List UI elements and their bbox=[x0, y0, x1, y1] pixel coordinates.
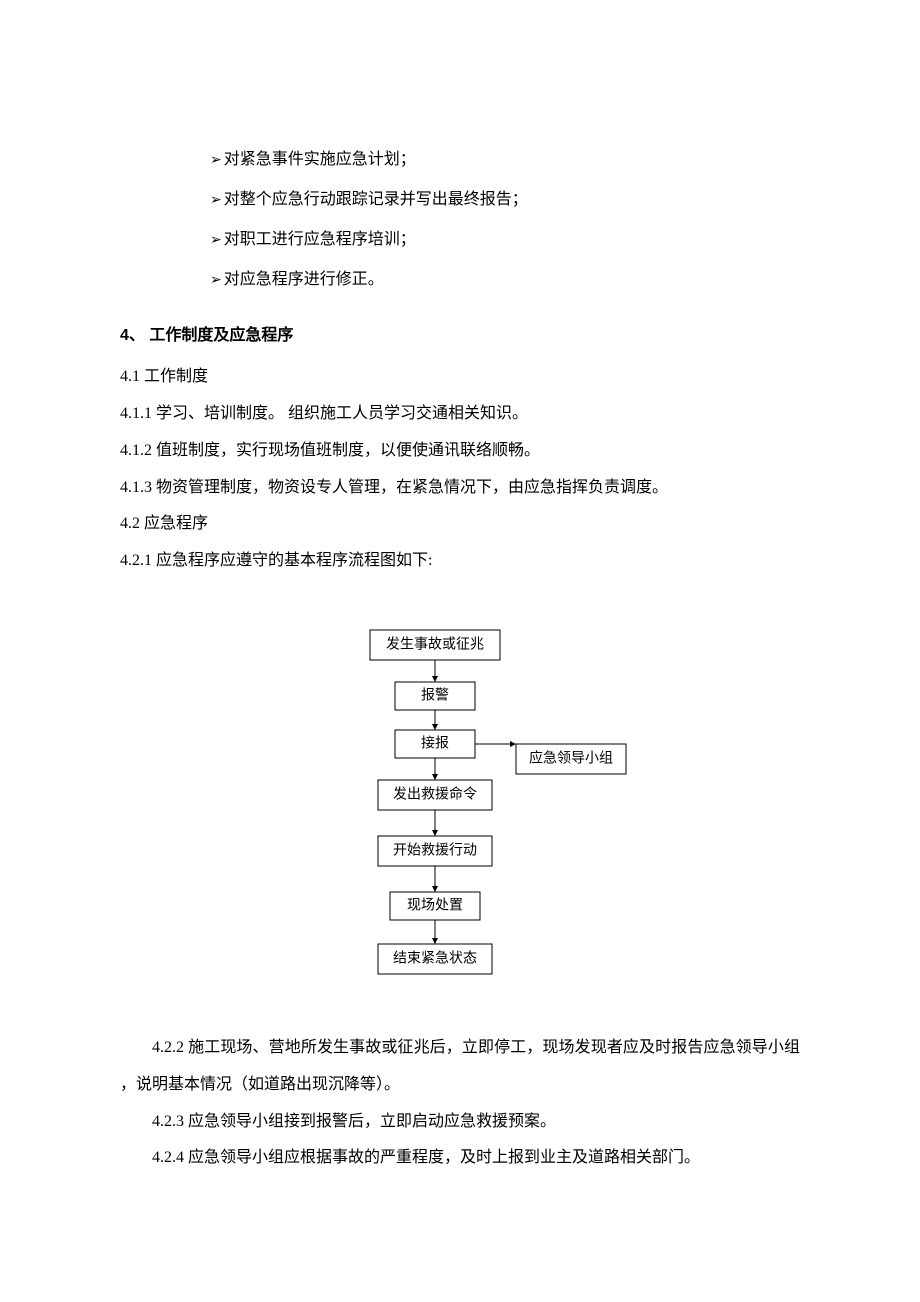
paragraph-4-1-1: 4.1.1 学习、培训制度。 组织施工人员学习交通相关知识。 bbox=[120, 396, 800, 433]
paragraph-4-2: 4.2 应急程序 bbox=[120, 506, 800, 543]
paragraph-4-1-3: 4.1.3 物资管理制度，物资设专人管理，在紧急情况下，由应急指挥负责调度。 bbox=[120, 470, 800, 507]
bullet-marker-icon: ➢ bbox=[210, 263, 222, 298]
bullet-marker-icon: ➢ bbox=[210, 223, 222, 258]
bullet-list: ➢ 对紧急事件实施应急计划； ➢ 对整个应急行动跟踪记录并写出最终报告； ➢ 对… bbox=[120, 140, 800, 300]
flowchart-container: 发生事故或征兆报警接报发出救援命令开始救援行动现场处置结束紧急状态 应急领导小组 bbox=[120, 602, 800, 1002]
flow-node-label-n5: 开始救援行动 bbox=[393, 842, 477, 858]
bullet-item: ➢ 对应急程序进行修正。 bbox=[210, 260, 800, 300]
paragraph-4-1: 4.1 工作制度 bbox=[120, 359, 800, 396]
paragraph-4-1-2: 4.1.2 值班制度，实行现场值班制度，以便使通讯联络顺畅。 bbox=[120, 433, 800, 470]
bullet-item: ➢ 对职工进行应急程序培训； bbox=[210, 220, 800, 260]
bullet-text: 对职工进行应急程序培训； bbox=[224, 220, 416, 260]
bullet-marker-icon: ➢ bbox=[210, 143, 222, 178]
paragraph-4-2-4: 4.2.4 应急领导小组应根据事故的严重程度，及时上报到业主及道路相关部门。 bbox=[120, 1140, 800, 1177]
flow-node-label-n6: 现场处置 bbox=[407, 897, 463, 913]
flow-node-label-n7: 结束紧急状态 bbox=[393, 950, 477, 966]
bullet-text: 对整个应急行动跟踪记录并写出最终报告； bbox=[224, 180, 528, 220]
bullet-text: 对紧急事件实施应急计划； bbox=[224, 140, 416, 180]
bullet-item: ➢ 对整个应急行动跟踪记录并写出最终报告； bbox=[210, 180, 800, 220]
flow-node-label-n2: 报警 bbox=[421, 687, 449, 703]
flow-node-label-n4: 发出救援命令 bbox=[393, 785, 477, 802]
bullet-item: ➢ 对紧急事件实施应急计划； bbox=[210, 140, 800, 180]
flowchart-svg: 发生事故或征兆报警接报发出救援命令开始救援行动现场处置结束紧急状态 应急领导小组 bbox=[290, 602, 630, 1002]
bullet-text: 对应急程序进行修正。 bbox=[224, 260, 384, 300]
paragraph-4-2-1: 4.2.1 应急程序应遵守的基本程序流程图如下: bbox=[120, 543, 800, 580]
flow-node-label-n8: 应急领导小组 bbox=[529, 749, 613, 766]
flow-node-label-n1: 发生事故或征兆 bbox=[386, 636, 484, 652]
paragraph-4-2-2: 4.2.2 施工现场、营地所发生事故或征兆后，立即停工，现场发现者应及时报告应急… bbox=[120, 1030, 800, 1104]
paragraph-4-2-3: 4.2.3 应急领导小组接到报警后，立即启动应急救援预案。 bbox=[120, 1104, 800, 1141]
document-page: ➢ 对紧急事件实施应急计划； ➢ 对整个应急行动跟踪记录并写出最终报告； ➢ 对… bbox=[0, 0, 920, 1302]
flow-node-label-n3: 接报 bbox=[421, 734, 449, 751]
bullet-marker-icon: ➢ bbox=[210, 183, 222, 218]
section-heading-4: 4、 工作制度及应急程序 bbox=[120, 318, 800, 353]
